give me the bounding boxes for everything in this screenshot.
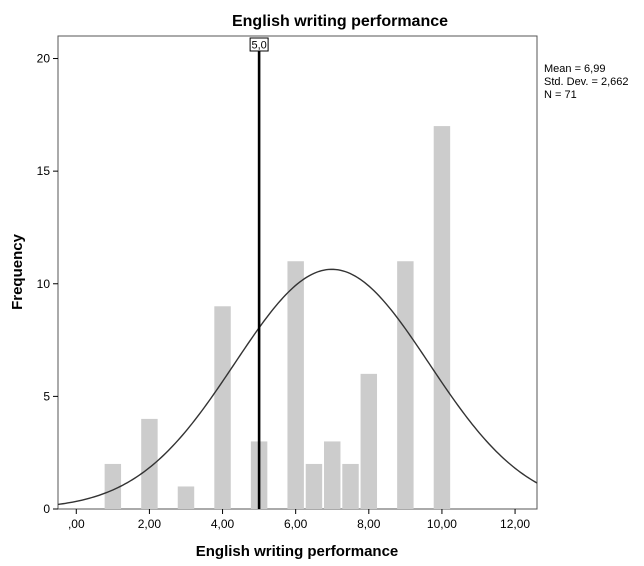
x-tick-label: 10,00 bbox=[427, 517, 457, 531]
plot-area: 5,0 bbox=[57, 35, 538, 510]
histogram-bar bbox=[397, 261, 414, 509]
y-tick-label: 15 bbox=[37, 164, 51, 178]
x-axis-label: English writing performance bbox=[196, 543, 399, 560]
y-tick-label: 20 bbox=[37, 52, 51, 66]
chart-title: English writing performance bbox=[232, 13, 448, 30]
normal-curve bbox=[57, 268, 538, 506]
y-tick-label: 5 bbox=[43, 389, 50, 403]
x-tick-label: 8,00 bbox=[357, 517, 381, 531]
histogram-bar bbox=[177, 486, 195, 509]
x-tick-label: 12,00 bbox=[500, 517, 530, 531]
stats-box: Mean = 6,99 Std. Dev. = 2,662 N = 71 bbox=[544, 63, 629, 101]
x-tick-label: 6,00 bbox=[284, 517, 308, 531]
y-tick-label: 0 bbox=[43, 502, 50, 516]
histogram-bar bbox=[433, 126, 451, 509]
histogram-bar bbox=[305, 463, 323, 509]
stats-std-dev: Std. Dev. = 2,662 bbox=[544, 76, 629, 88]
x-tick-label: ,00 bbox=[68, 517, 85, 531]
histogram-bar bbox=[360, 373, 378, 509]
stats-n: N = 71 bbox=[544, 89, 577, 101]
histogram-bar bbox=[324, 441, 341, 509]
x-tick-label: 4,00 bbox=[211, 517, 235, 531]
histogram-bar bbox=[141, 418, 158, 509]
histogram-bar bbox=[104, 463, 122, 509]
stats-mean: Mean = 6,99 bbox=[544, 63, 605, 75]
reference-line-label-box bbox=[249, 37, 269, 52]
histogram-bar bbox=[342, 463, 359, 509]
y-tick-label: 10 bbox=[37, 277, 51, 291]
y-axis-label: Frequency bbox=[9, 233, 26, 310]
histogram-bar bbox=[214, 306, 231, 509]
histogram-bar bbox=[287, 261, 304, 509]
axis-ticks: ,00 2,00 4,00 6,00 8,00 10,00 12,00 0 5 10 15 20 bbox=[37, 52, 531, 531]
x-tick-label: 2,00 bbox=[138, 517, 162, 531]
reference-line-label: 5,0 bbox=[251, 40, 266, 52]
